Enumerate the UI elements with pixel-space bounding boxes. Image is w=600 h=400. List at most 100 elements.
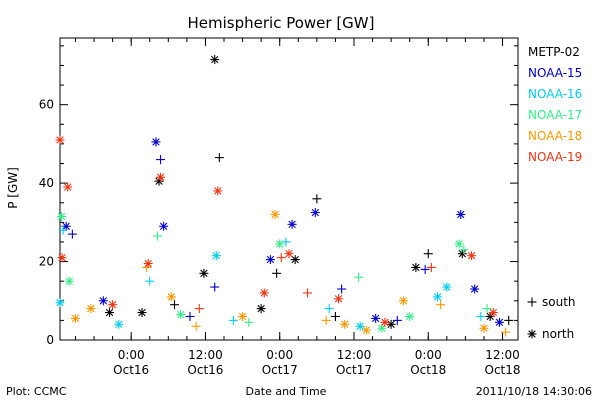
data-point-noaa-15 bbox=[151, 137, 161, 147]
data-point-noaa-17 bbox=[176, 310, 186, 320]
data-point-noaa-16 bbox=[433, 292, 443, 302]
y-tick-label: 60 bbox=[39, 98, 54, 112]
data-point-noaa-15 bbox=[67, 229, 77, 239]
marker-key-symbol bbox=[527, 297, 537, 307]
data-point-noaa-18 bbox=[361, 325, 371, 335]
marker-key: south north bbox=[527, 295, 576, 341]
y-axis-label: P [GW] bbox=[6, 167, 20, 209]
data-point-metp-02 bbox=[504, 315, 514, 325]
x-tick-label: 12:00 bbox=[337, 348, 372, 362]
data-point-metp-02 bbox=[105, 308, 115, 318]
data-point-metp-02 bbox=[457, 249, 467, 259]
data-point-noaa-18 bbox=[191, 321, 201, 331]
data-point-noaa-18 bbox=[321, 315, 331, 325]
data-point-noaa-19 bbox=[426, 262, 436, 272]
data-point-noaa-19 bbox=[488, 308, 498, 318]
legend-entry: METP-02 bbox=[528, 45, 580, 59]
data-point-noaa-16 bbox=[145, 276, 155, 286]
data-point-noaa-15 bbox=[310, 208, 320, 218]
marker-key-label: north bbox=[542, 327, 574, 341]
data-point-noaa-15 bbox=[210, 282, 220, 292]
data-point-noaa-16 bbox=[211, 251, 221, 261]
data-point-noaa-15 bbox=[494, 317, 504, 327]
x-tick-date-label: Oct16 bbox=[113, 363, 149, 377]
data-point-noaa-15 bbox=[456, 209, 466, 219]
data-point-noaa-15 bbox=[392, 315, 402, 325]
legend-entry: NOAA-15 bbox=[528, 66, 582, 80]
x-tick-label: 12:00 bbox=[485, 348, 520, 362]
data-point-noaa-16 bbox=[281, 237, 291, 247]
data-point-noaa-16 bbox=[55, 298, 65, 308]
data-point-noaa-19 bbox=[259, 288, 269, 298]
data-point-noaa-19 bbox=[276, 253, 286, 263]
x-tick-label: 0:00 bbox=[415, 348, 442, 362]
data-point-noaa-19 bbox=[143, 259, 153, 269]
data-point-noaa-15 bbox=[287, 219, 297, 229]
data-point-noaa-18 bbox=[399, 296, 408, 306]
data-point-noaa-18 bbox=[270, 209, 280, 219]
data-point-noaa-19 bbox=[63, 182, 73, 192]
data-point-noaa-17 bbox=[405, 311, 415, 321]
data-point-noaa-16 bbox=[324, 304, 334, 314]
data-point-metp-02 bbox=[330, 311, 340, 321]
legend-entry: NOAA-18 bbox=[528, 129, 582, 143]
data-point-noaa-18 bbox=[501, 327, 511, 337]
data-point-noaa-19 bbox=[467, 251, 477, 261]
data-point-noaa-19 bbox=[213, 186, 223, 196]
data-point-noaa-19 bbox=[156, 172, 166, 182]
marker-key-symbol bbox=[527, 329, 537, 339]
x-tick-date-label: Oct18 bbox=[485, 363, 521, 377]
data-point-noaa-16 bbox=[114, 319, 124, 329]
data-point-metp-02 bbox=[485, 311, 495, 321]
y-tick-label: 0 bbox=[46, 333, 54, 347]
data-point-noaa-19 bbox=[284, 249, 294, 259]
legend: METP-02 NOAA-15 NOAA-16 NOAA-17 NOAA-18 NOAA-… bbox=[528, 45, 582, 164]
data-point-noaa-15 bbox=[371, 313, 381, 323]
data-point-noaa-16 bbox=[355, 321, 365, 331]
data-point-noaa-19 bbox=[334, 294, 344, 304]
y-tick-label: 20 bbox=[39, 255, 54, 269]
data-point-metp-02 bbox=[272, 268, 282, 278]
data-point-noaa-19 bbox=[194, 304, 204, 314]
data-point-noaa-17 bbox=[459, 245, 469, 255]
data-point-noaa-18 bbox=[238, 311, 248, 321]
data-point-noaa-18 bbox=[436, 300, 446, 310]
legend-entry: NOAA-19 bbox=[528, 150, 582, 164]
data-point-noaa-19 bbox=[303, 288, 313, 298]
data-point-noaa-19 bbox=[55, 135, 65, 145]
data-point-noaa-17 bbox=[244, 317, 254, 327]
data-point-metp-02 bbox=[199, 268, 209, 278]
data-point-noaa-18 bbox=[340, 319, 350, 329]
data-point-metp-02 bbox=[170, 300, 179, 310]
data-point-noaa-19 bbox=[108, 300, 118, 310]
x-axis: 0:00Oct1612:00Oct160:00Oct1712:00Oct170:… bbox=[74, 38, 521, 377]
data-point-noaa-17 bbox=[482, 304, 492, 314]
data-point-noaa-19 bbox=[380, 317, 390, 327]
x-tick-date-label: Oct17 bbox=[336, 363, 372, 377]
data-point-metp-02 bbox=[210, 55, 220, 65]
data-point-metp-02 bbox=[312, 194, 322, 204]
data-point-metp-02 bbox=[290, 255, 300, 265]
data-point-noaa-17 bbox=[64, 276, 74, 286]
footer-credit: Plot: CCMC bbox=[6, 385, 67, 398]
marker-key-label: south bbox=[542, 295, 576, 309]
data-point-noaa-18 bbox=[166, 292, 176, 302]
data-point-noaa-17 bbox=[354, 272, 364, 282]
data-point-noaa-17 bbox=[454, 239, 464, 249]
data-point-noaa-18 bbox=[479, 323, 489, 333]
y-tick-label: 40 bbox=[39, 176, 54, 190]
data-point-noaa-16 bbox=[228, 315, 238, 325]
data-point-noaa-15 bbox=[337, 284, 347, 294]
data-point-noaa-15 bbox=[98, 296, 108, 306]
data-point-noaa-15 bbox=[470, 284, 480, 294]
x-tick-label: 0:00 bbox=[266, 348, 293, 362]
data-point-metp-02 bbox=[137, 308, 147, 318]
data-point-noaa-15 bbox=[159, 221, 169, 231]
x-tick-label: 0:00 bbox=[118, 348, 145, 362]
data-point-noaa-15 bbox=[420, 264, 430, 274]
y-axis: 0 20 40 60 bbox=[39, 45, 518, 347]
data-point-metp-02 bbox=[386, 319, 396, 329]
plot-frame bbox=[59, 37, 519, 341]
data-point-noaa-15 bbox=[265, 255, 275, 265]
